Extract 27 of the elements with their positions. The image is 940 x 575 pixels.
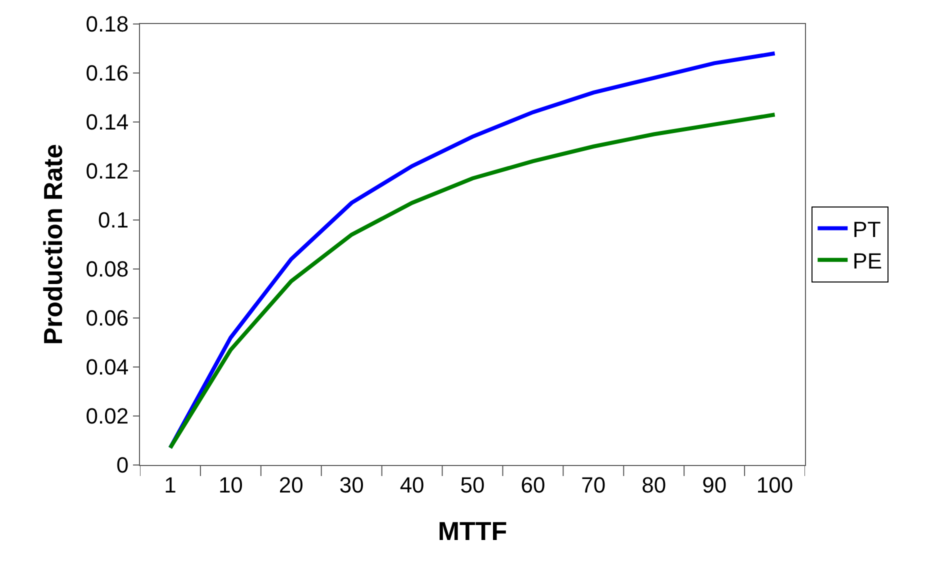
x-tick-label: 50 <box>460 472 485 498</box>
y-tick-label: 0.14 <box>86 110 129 135</box>
y-tick-label: 0.18 <box>86 12 129 37</box>
legend-label: PE <box>852 248 882 274</box>
y-tick-label: 0.04 <box>86 354 129 380</box>
x-tick-label: 60 <box>520 472 546 498</box>
x-tick-label: 20 <box>278 472 304 498</box>
y-tick-label: 0.12 <box>86 158 129 184</box>
x-tick-label: 70 <box>581 472 606 498</box>
line-series <box>168 51 777 450</box>
x-tick-label: 90 <box>702 472 727 498</box>
legend-label: PT <box>852 216 881 242</box>
y-tick-label: 0.1 <box>98 208 129 233</box>
y-tick-label: 0.16 <box>86 60 129 86</box>
line-series <box>168 112 777 450</box>
x-tick-label: 30 <box>339 472 364 498</box>
y-tick-label: 0 <box>116 452 129 478</box>
x-tick-label: 1 <box>164 472 176 498</box>
y-axis-title: Production Rate <box>38 144 68 345</box>
x-tick-label: 40 <box>400 472 424 498</box>
x-tick-label: 100 <box>756 472 794 498</box>
x-axis-title: MTTF <box>438 516 508 546</box>
x-tick-label: 10 <box>218 472 243 498</box>
x-tick-label: 80 <box>642 472 666 498</box>
y-tick-label: 0.08 <box>86 256 129 282</box>
y-tick-label: 0.02 <box>86 404 129 429</box>
y-tick-label: 0.06 <box>86 306 129 331</box>
